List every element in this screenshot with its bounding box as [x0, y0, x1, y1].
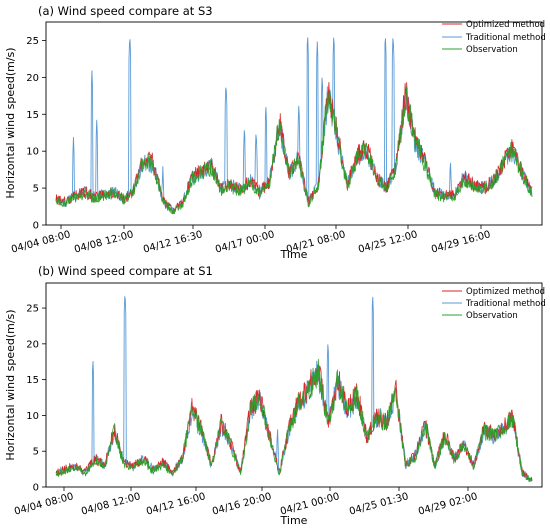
- a-ytick-label: 0: [33, 221, 39, 232]
- panel-a-series: [55, 37, 533, 215]
- a-ytick-label: 15: [26, 110, 39, 121]
- panel-a-x-label: Time: [280, 248, 308, 261]
- a-ytick-label: 20: [26, 73, 39, 84]
- panel-a-y-axis: 0 5 10 15 20 25: [26, 36, 46, 232]
- legend-b-observation-label: Observation: [466, 311, 518, 321]
- panel-b-y-label: Horizontal wind speed(m/s): [4, 309, 17, 460]
- panel-b-legend: Optimized method Traditional method Obse…: [442, 287, 546, 321]
- panel-a-title: (a) Wind speed compare at S3: [38, 4, 213, 18]
- panel-a-legend: Optimized method Traditional method Obse…: [442, 20, 546, 55]
- b-ytick-label: 20: [26, 339, 39, 350]
- a-ytick-label: 10: [26, 147, 39, 158]
- panel-a-y-label: Horizontal wind speed(m/s): [4, 47, 17, 198]
- panel-a-frame: [45, 21, 543, 226]
- b-series-observation: [55, 358, 533, 483]
- b-ytick-label: 25: [26, 304, 39, 315]
- panel-b-frame: [45, 282, 543, 488]
- legend-a-observation-label: Observation: [466, 45, 518, 55]
- panel-b-title: (b) Wind speed compare at S1: [38, 264, 213, 278]
- b-ytick-label: 15: [26, 375, 39, 386]
- a-ytick-label: 5: [33, 184, 39, 195]
- legend-a-optimized-label: Optimized method: [466, 20, 545, 30]
- legend-b-optimized-label: Optimized method: [466, 287, 545, 297]
- b-series-optimized: [55, 364, 533, 482]
- b-ytick-label: 5: [33, 447, 39, 458]
- panel-b-x-label: Time: [280, 514, 308, 527]
- b-ytick-label: 0: [33, 483, 39, 494]
- a-series-observation: [55, 86, 533, 215]
- legend-b-traditional-label: Traditional method: [465, 299, 546, 309]
- panel-b-series: [55, 296, 533, 483]
- panel-b-y-axis: 0 5 10 15 20 25: [26, 304, 46, 494]
- legend-a-traditional-label: Traditional method: [465, 33, 546, 43]
- a-ytick-label: 25: [26, 36, 39, 47]
- b-ytick-label: 10: [26, 411, 39, 422]
